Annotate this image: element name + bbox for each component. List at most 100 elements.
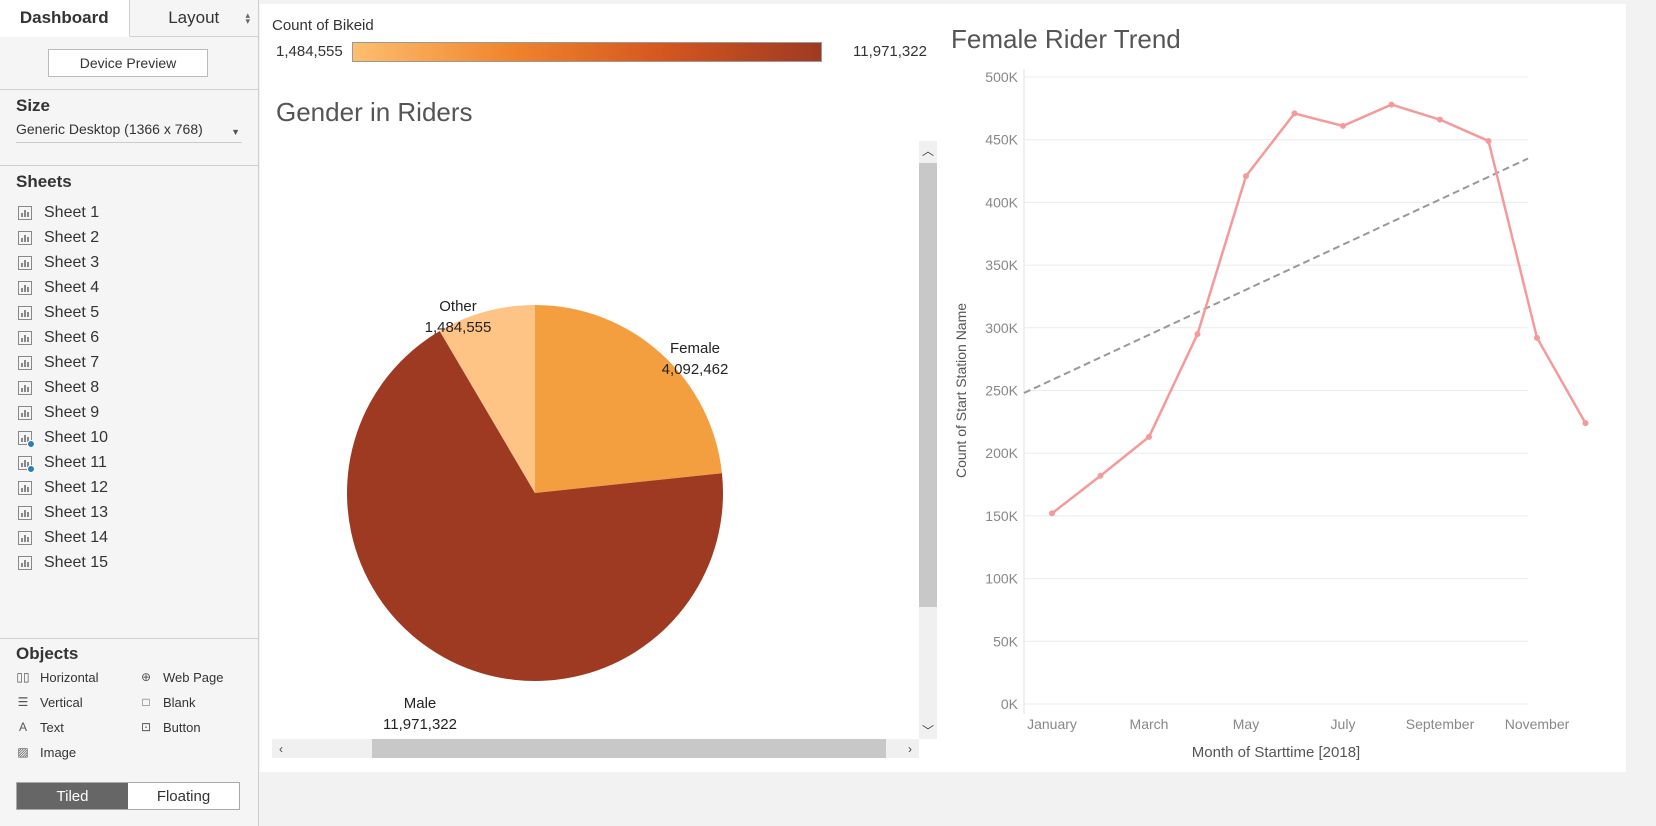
data-point[interactable]: [1243, 173, 1249, 180]
data-point[interactable]: [1437, 116, 1443, 123]
image-icon: ▨: [17, 745, 29, 759]
sheet-label: Sheet 8: [44, 378, 100, 396]
sheet-used-icon: [18, 430, 35, 448]
sheet-item[interactable]: Sheet 9: [18, 400, 108, 425]
pie-label-other-value: 1,484,555: [424, 319, 492, 336]
objects-list: ▯▯ Horizontal ⊕ Web Page ☰ Vertical □ Blank A Tex…: [16, 668, 246, 761]
scroll-up-icon[interactable]: ︿: [921, 143, 934, 158]
sheet-item[interactable]: Sheet 15: [18, 550, 108, 575]
tab-dashboard[interactable]: Dashboard: [0, 0, 130, 37]
divider: [0, 89, 259, 90]
size-dropdown[interactable]: Generic Desktop (1366 x 768) ▼: [16, 121, 242, 143]
object-button[interactable]: ⊡ Button: [139, 718, 249, 736]
object-label: Text: [40, 719, 64, 735]
sheet-item[interactable]: Sheet 1: [18, 200, 108, 225]
pie-slice-female[interactable]: [535, 305, 722, 493]
y-tick-label: 0K: [1001, 696, 1019, 712]
data-point[interactable]: [1388, 101, 1395, 108]
sheet-label: Sheet 5: [44, 303, 100, 321]
object-label: Vertical: [40, 694, 83, 710]
text-icon: A: [18, 720, 27, 734]
x-axis-title: Month of Starttime [2018]: [1192, 744, 1360, 760]
dashboard-canvas: Count of Bikeid 1,484,555 11,971,322 Gen…: [260, 4, 1626, 772]
pie-label-male-name: Male: [403, 695, 437, 712]
pie-chart-view: Other 1,484,555 Female 4,092,462 Male 11…: [272, 140, 932, 740]
sheet-label: Sheet 11: [44, 453, 107, 471]
horizontal-scroll-thumb[interactable]: [372, 739, 886, 758]
sheet-item[interactable]: Sheet 4: [18, 275, 108, 300]
floating-button[interactable]: Floating: [128, 783, 239, 809]
vertical-scroll-thumb[interactable]: [919, 163, 937, 607]
data-point[interactable]: [1097, 472, 1104, 479]
button-icon: ⊡: [140, 720, 152, 734]
sheet-item[interactable]: Sheet 12: [18, 475, 108, 500]
sheet-label: Sheet 15: [44, 553, 109, 571]
object-horizontal[interactable]: ▯▯ Horizontal: [16, 668, 139, 686]
data-point[interactable]: [1194, 331, 1201, 338]
device-preview-button[interactable]: Device Preview: [48, 49, 208, 77]
data-point[interactable]: [1582, 420, 1589, 427]
y-tick-label: 350K: [985, 257, 1018, 273]
sheet-icon: [18, 480, 32, 495]
scroll-left-icon[interactable]: ‹: [279, 741, 283, 756]
pie-label-female: Female 4,092,462: [620, 338, 770, 380]
y-tick-label: 500K: [985, 69, 1018, 85]
object-web-page[interactable]: ⊕ Web Page: [139, 668, 249, 686]
data-point[interactable]: [1146, 433, 1152, 440]
tab-layout[interactable]: Layout ▴ ▾: [130, 0, 259, 36]
sheet-item[interactable]: Sheet 7: [18, 350, 108, 375]
scroll-down-icon[interactable]: ﹀: [921, 723, 934, 738]
sheets-section-title: Sheets: [16, 172, 72, 191]
pie-chart: [347, 305, 723, 681]
y-tick-label: 100K: [985, 571, 1018, 587]
data-point[interactable]: [1485, 137, 1492, 144]
object-vertical[interactable]: ☰ Vertical: [16, 693, 139, 711]
y-tick-label: 50K: [993, 633, 1019, 649]
data-point[interactable]: [1291, 110, 1298, 117]
dashboard-sidebar: Dashboard Layout ▴ ▾ Device Preview Size …: [0, 0, 259, 826]
x-tick-label: November: [1505, 716, 1570, 732]
data-point[interactable]: [1534, 334, 1540, 341]
sheet-label: Sheet 12: [44, 478, 109, 496]
sheet-icon: [18, 255, 32, 270]
pie-label-male-value: 11,971,322: [383, 716, 457, 733]
sidebar-tabs: Dashboard Layout ▴ ▾: [0, 0, 258, 37]
line-chart-title: Female Rider Trend: [951, 24, 1181, 54]
pie-label-female-name: Female: [669, 340, 721, 357]
horizontal-scrollbar[interactable]: ‹ ›: [272, 739, 919, 758]
sheet-label: Sheet 1: [44, 203, 100, 221]
sheet-item[interactable]: Sheet 10: [18, 425, 108, 450]
pie-slice-other[interactable]: [439, 305, 535, 493]
color-legend-max: 11,971,322: [853, 43, 927, 60]
pie-label-other-name: Other: [439, 298, 477, 315]
sheet-icon: [18, 230, 32, 245]
sheet-item[interactable]: Sheet 6: [18, 325, 108, 350]
data-point[interactable]: [1340, 122, 1346, 129]
sheet-item[interactable]: Sheet 3: [18, 250, 108, 275]
updown-arrows-icon: ▴ ▾: [245, 10, 250, 26]
tiled-button[interactable]: Tiled: [17, 783, 128, 809]
object-text[interactable]: A Text: [16, 718, 139, 736]
y-tick-label: 450K: [985, 132, 1018, 148]
sheet-item[interactable]: Sheet 14: [18, 525, 108, 550]
sheet-label: Sheet 3: [44, 253, 100, 271]
data-point[interactable]: [1049, 510, 1055, 517]
y-tick-label: 300K: [985, 320, 1018, 336]
color-legend-min: 1,484,555: [276, 43, 343, 60]
vertical-scrollbar[interactable]: ︿ ﹀: [919, 141, 937, 739]
object-image[interactable]: ▨ Image: [16, 743, 139, 761]
sheet-icon: [18, 205, 32, 220]
globe-icon: ⊕: [140, 670, 152, 684]
object-label: Blank: [163, 694, 196, 710]
sheet-item[interactable]: Sheet 8: [18, 375, 108, 400]
sheet-item[interactable]: Sheet 11: [18, 450, 108, 475]
x-tick-label: September: [1406, 716, 1475, 732]
scroll-right-icon[interactable]: ›: [908, 741, 912, 756]
pie-slice-male[interactable]: [347, 330, 723, 681]
sheet-item[interactable]: Sheet 13: [18, 500, 108, 525]
sheet-item[interactable]: Sheet 5: [18, 300, 108, 325]
sheet-icon: [18, 405, 32, 420]
object-blank[interactable]: □ Blank: [139, 693, 249, 711]
sheet-item[interactable]: Sheet 2: [18, 225, 108, 250]
